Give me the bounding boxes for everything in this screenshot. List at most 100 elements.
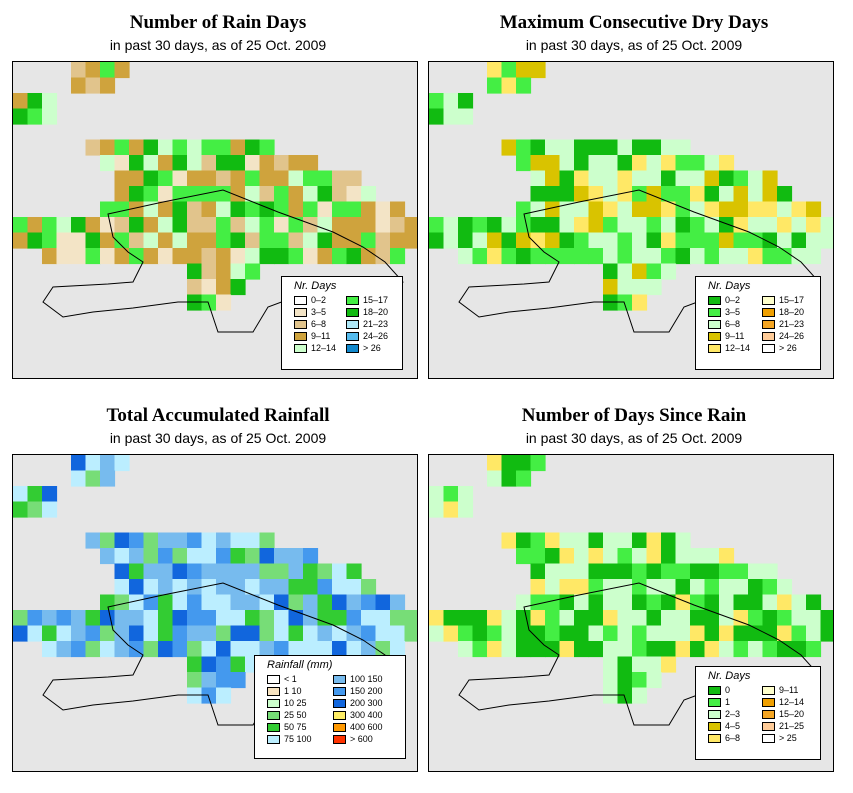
grid-cell: [632, 170, 648, 187]
grid-cell: [704, 610, 720, 627]
grid-cell: [42, 501, 58, 518]
grid-cell: [748, 248, 764, 265]
legend-swatch: [267, 675, 280, 684]
grid-cell: [617, 579, 633, 596]
legend-label: 21–25: [779, 721, 805, 731]
grid-cell: [56, 217, 72, 234]
grid-cell: [733, 217, 749, 234]
grid-cell: [675, 248, 691, 265]
grid-cell: [530, 548, 546, 565]
grid-cell: [733, 186, 749, 203]
grid-cell: [259, 155, 275, 172]
grid-cell: [661, 656, 677, 673]
grid-cell: [704, 579, 720, 596]
legend-label: 3–5: [311, 307, 327, 317]
grid-cell: [690, 610, 706, 627]
grid-cell: [230, 563, 246, 580]
grid-cell: [516, 201, 532, 218]
grid-cell: [274, 610, 290, 627]
grid-cell: [443, 217, 459, 234]
legend-label: > 26: [363, 343, 381, 353]
grid-cell: [172, 532, 188, 549]
grid-cell: [574, 641, 590, 658]
coastline: [458, 189, 820, 333]
legend-label: > 600: [350, 734, 373, 744]
grid-cell: [56, 248, 72, 265]
grid-cell: [603, 279, 619, 296]
grid-cell: [71, 610, 87, 627]
grid-cell: [303, 594, 319, 611]
grid-cell: [806, 641, 822, 658]
grid-cell: [632, 279, 648, 296]
grid-cell: [574, 610, 590, 627]
grid-cell: [158, 139, 174, 156]
grid-cell: [777, 217, 793, 234]
legend-swatch: [346, 320, 359, 329]
legend-swatch: [762, 308, 775, 317]
grid-cell: [675, 155, 691, 172]
grid-cell: [245, 155, 261, 172]
grid-cell: [762, 563, 778, 580]
grid-cell: [259, 610, 275, 627]
grid-cell: [646, 170, 662, 187]
grid-cell: [820, 610, 833, 627]
grid-cell: [100, 455, 116, 472]
legend-label: 18–20: [779, 307, 805, 317]
grid-cell: [603, 641, 619, 658]
grid-cell: [245, 232, 261, 249]
grid-cell: [346, 641, 362, 658]
grid-cell: [245, 139, 261, 156]
grid-cell: [390, 201, 406, 218]
grid-cell: [390, 594, 406, 611]
grid-cell: [56, 641, 72, 658]
grid-cell: [361, 248, 377, 265]
grid-cell: [187, 532, 203, 549]
grid-cell: [216, 594, 232, 611]
grid-cell: [216, 672, 232, 689]
grid-cell: [603, 625, 619, 642]
grid-cell: [346, 625, 362, 642]
grid-cell: [559, 248, 575, 265]
grid-cell: [545, 170, 561, 187]
grid-cell: [56, 232, 72, 249]
grid-cell: [429, 486, 445, 503]
grid-cell: [13, 501, 29, 518]
grid-cell: [216, 625, 232, 642]
grid-cell: [632, 687, 648, 704]
grid-cell: [259, 139, 275, 156]
grid-cell: [675, 201, 691, 218]
grid-cell: [545, 579, 561, 596]
grid-cell: [201, 248, 217, 265]
grid-cell: [661, 232, 677, 249]
grid-cell: [574, 532, 590, 549]
grid-cell: [632, 232, 648, 249]
grid-cell: [346, 201, 362, 218]
grid-cell: [288, 170, 304, 187]
grid-cell: [559, 625, 575, 642]
grid-cell: [690, 641, 706, 658]
grid-cell: [201, 641, 217, 658]
grid-cell: [85, 610, 101, 627]
legend-swatch: [708, 686, 721, 695]
grid-cell: [245, 610, 261, 627]
grid-cell: [346, 170, 362, 187]
grid-cell: [632, 548, 648, 565]
grid-cell: [704, 186, 720, 203]
grid-cell: [559, 610, 575, 627]
grid-cell: [187, 201, 203, 218]
grid-cell: [574, 594, 590, 611]
grid-cell: [762, 594, 778, 611]
legend-label: 50 75: [284, 722, 307, 732]
grid-map: [13, 62, 417, 333]
grid-cell: [216, 610, 232, 627]
grid-cell: [443, 625, 459, 642]
grid-cell: [274, 186, 290, 203]
grid-cell: [661, 170, 677, 187]
grid-cell: [748, 579, 764, 596]
grid-cell: [661, 641, 677, 658]
grid-cell: [632, 579, 648, 596]
grid-cell: [390, 610, 406, 627]
grid-cell: [719, 563, 735, 580]
grid-cell: [42, 641, 58, 658]
grid-cell: [245, 532, 261, 549]
